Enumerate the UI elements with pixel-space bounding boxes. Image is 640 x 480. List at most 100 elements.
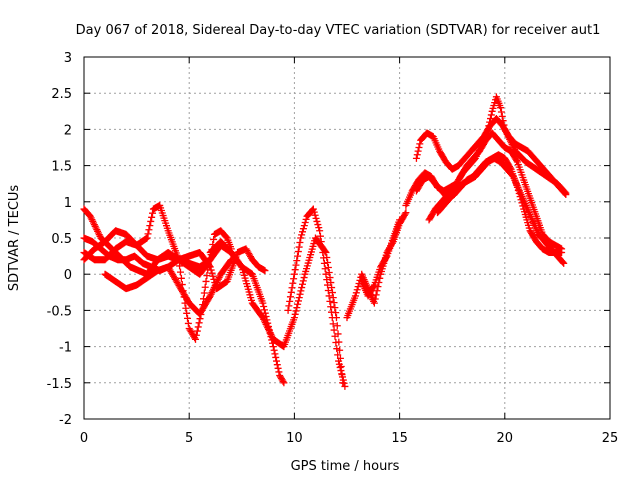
data-point: [275, 368, 283, 376]
data-point: [562, 191, 570, 199]
data-point: [215, 274, 223, 282]
data-point: [322, 270, 330, 278]
y-tick-label: 2.5: [51, 87, 72, 102]
data-point: [412, 154, 420, 162]
data-point: [210, 284, 218, 292]
grid-lines: [84, 57, 610, 419]
data-point: [327, 308, 335, 316]
data-point: [209, 241, 217, 249]
data-point: [227, 245, 235, 253]
data-series-group: [80, 93, 570, 390]
data-point: [309, 205, 317, 213]
data-point: [336, 363, 344, 371]
data-point: [370, 299, 378, 307]
data-point: [414, 147, 422, 155]
data-point: [327, 303, 335, 311]
y-tick-label: 1.5: [51, 160, 72, 175]
y-tick-label: 2: [64, 123, 72, 138]
data-point: [274, 364, 282, 372]
data-point: [401, 210, 409, 218]
data-point: [320, 259, 328, 267]
data-point: [299, 228, 307, 236]
data-point: [373, 287, 381, 295]
data-point: [209, 287, 217, 295]
data-point: [287, 288, 295, 296]
y-tick-label: -1: [59, 341, 72, 356]
data-point: [298, 284, 306, 292]
data-point: [271, 350, 279, 358]
data-point: [293, 304, 301, 312]
data-point: [211, 282, 219, 290]
data-point: [300, 222, 308, 230]
x-tick-label: 0: [80, 431, 88, 446]
data-point: [195, 319, 203, 327]
data-point: [259, 299, 267, 307]
data-point: [201, 283, 209, 291]
data-point: [272, 353, 280, 361]
data-point: [144, 230, 152, 238]
data-point: [370, 282, 378, 290]
data-point: [335, 357, 343, 365]
data-point: [209, 272, 217, 280]
data-point: [371, 295, 379, 303]
data-point: [324, 286, 332, 294]
data-point: [291, 266, 299, 274]
y-tick-label: 0: [64, 268, 72, 283]
data-point: [207, 251, 215, 259]
data-point: [299, 277, 307, 285]
data-point: [200, 289, 208, 297]
data-point: [94, 229, 102, 237]
data-point: [316, 232, 324, 240]
data-point: [292, 307, 300, 315]
data-point: [143, 234, 151, 242]
data-point: [372, 291, 380, 299]
data-point: [294, 248, 302, 256]
data-point: [352, 289, 360, 297]
data-point: [318, 243, 326, 251]
data-point: [329, 294, 337, 302]
data-point: [334, 351, 342, 359]
data-point: [301, 218, 309, 226]
data-point: [487, 111, 495, 119]
data-point: [262, 313, 270, 321]
data-point: [328, 314, 336, 322]
data-point: [339, 373, 347, 381]
data-point: [313, 217, 321, 225]
data-point: [288, 284, 296, 292]
data-point: [295, 243, 303, 251]
data-point: [90, 219, 98, 227]
data-point: [299, 225, 307, 233]
data-point: [297, 287, 305, 295]
data-point: [413, 151, 421, 159]
data-point: [202, 277, 210, 285]
data-point: [296, 290, 304, 298]
data-point: [286, 293, 294, 301]
data-point: [203, 272, 211, 280]
chart-title: Day 067 of 2018, Sidereal Day-to-day VTE…: [76, 23, 601, 38]
data-point: [325, 269, 333, 277]
data-point: [294, 252, 302, 260]
data-point: [513, 157, 521, 165]
data-point: [279, 377, 287, 385]
y-tick-label: -2: [59, 413, 72, 428]
data-point: [261, 267, 269, 275]
data-point: [87, 214, 95, 222]
data-point: [486, 115, 494, 123]
data-point: [333, 322, 341, 330]
data-point: [146, 222, 154, 230]
data-point: [86, 212, 94, 220]
data-point: [212, 280, 220, 288]
data-point: [291, 310, 299, 318]
data-point: [280, 379, 288, 387]
data-point: [192, 331, 200, 339]
data-point: [290, 270, 298, 278]
data-point: [265, 326, 273, 334]
data-point: [267, 333, 275, 341]
data-point: [396, 216, 404, 224]
data-point: [325, 292, 333, 300]
data-point: [330, 299, 338, 307]
data-point: [329, 320, 337, 328]
data-point: [177, 274, 185, 282]
data-point: [340, 379, 348, 387]
